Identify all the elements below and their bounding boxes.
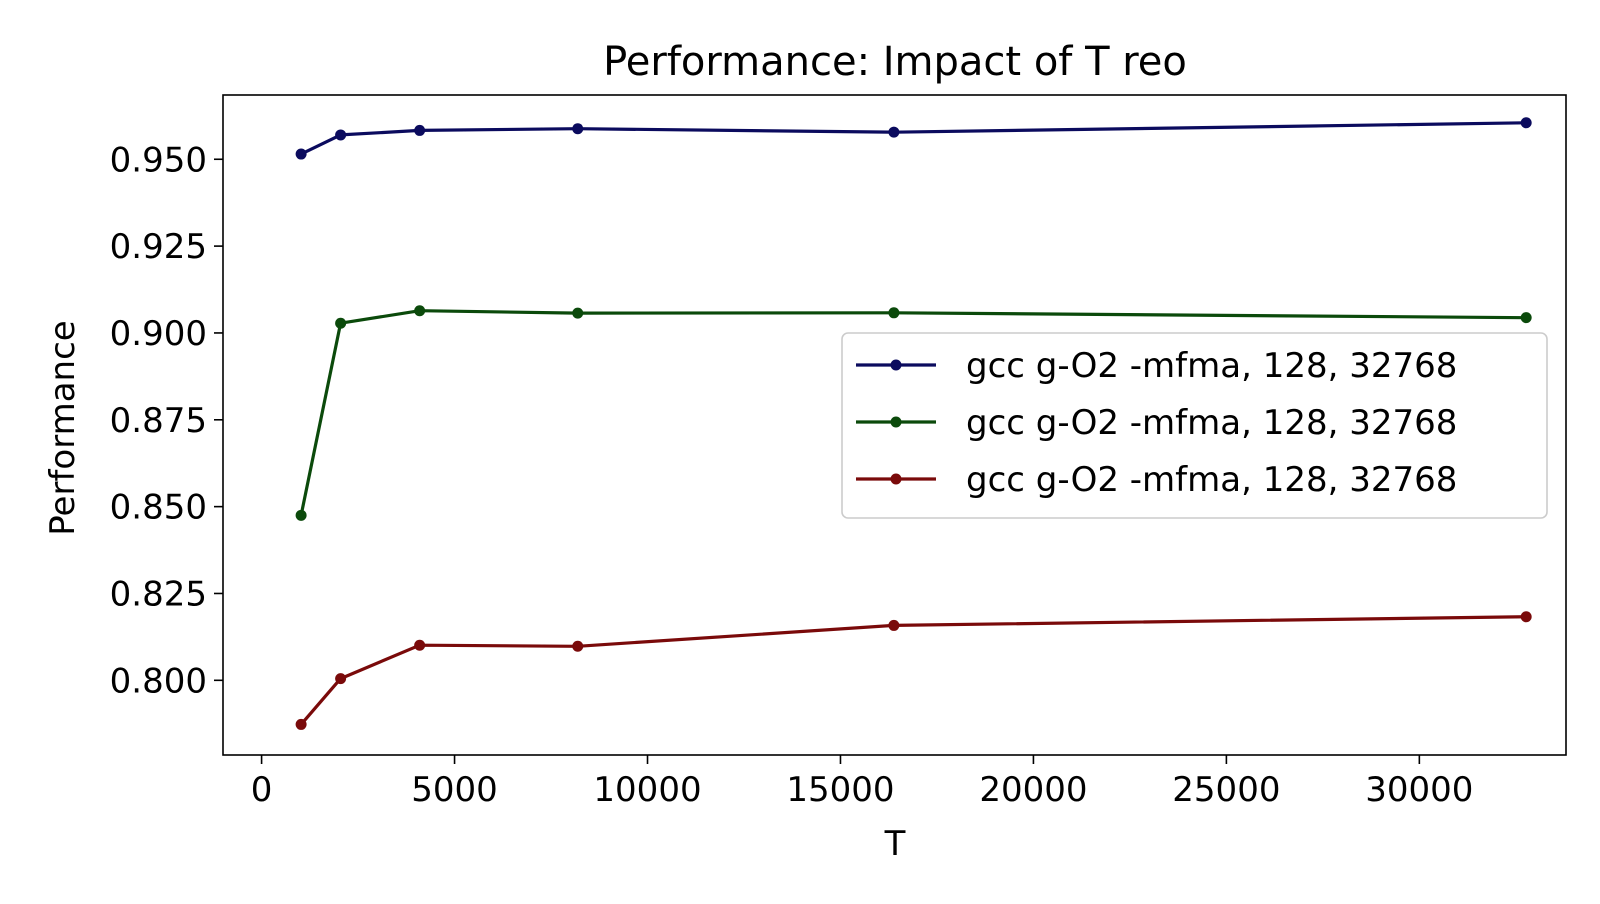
legend-entry-label: gcc g-O2 -mfma, 128, 32768 bbox=[966, 346, 1457, 386]
series-3-point bbox=[572, 640, 584, 652]
y-tick-label: 0.850 bbox=[110, 488, 207, 528]
legend-entry-label: gcc g-O2 -mfma, 128, 32768 bbox=[966, 460, 1457, 500]
series-2-point bbox=[1520, 312, 1532, 324]
series-3-point bbox=[414, 639, 426, 651]
x-axis-ticks: 0 5000 10000 15000 20000 25000 30000 bbox=[251, 755, 1473, 810]
plot-area-frame bbox=[222, 94, 1567, 756]
series-1-point bbox=[335, 129, 347, 141]
y-axis-label: Performance bbox=[43, 320, 83, 535]
x-axis-label: T bbox=[884, 824, 906, 864]
series-layer bbox=[295, 117, 1532, 730]
legend-swatch-marker bbox=[890, 359, 902, 371]
chart-title: Performance: Impact of T reo bbox=[603, 39, 1187, 85]
y-tick-label: 0.800 bbox=[110, 661, 207, 701]
x-tick-label: 0 bbox=[251, 770, 273, 810]
legend: gcc g-O2 -mfma, 128, 32768 gcc g-O2 -mfma… bbox=[841, 332, 1548, 519]
series-2-point bbox=[295, 509, 307, 521]
y-tick-label: 0.900 bbox=[110, 314, 207, 354]
legend-box bbox=[841, 332, 1548, 519]
legend-swatch-marker bbox=[890, 473, 902, 485]
y-tick-label: 0.875 bbox=[110, 401, 207, 441]
x-tick-label: 30000 bbox=[1365, 770, 1473, 810]
x-tick-label: 20000 bbox=[979, 770, 1087, 810]
series-1-point bbox=[1520, 117, 1532, 129]
y-axis-ticks: 0.800 0.825 0.850 0.875 0.900 0.925 0.950 bbox=[110, 140, 223, 701]
series-3-point bbox=[888, 619, 900, 631]
series-1-point bbox=[414, 124, 426, 136]
series-2-point bbox=[572, 307, 584, 319]
series-2-line bbox=[299, 309, 1527, 516]
x-tick-label: 15000 bbox=[786, 770, 894, 810]
series-3-point bbox=[295, 718, 307, 730]
series-1-line bbox=[300, 121, 1527, 156]
x-tick-label: 5000 bbox=[411, 770, 498, 810]
series-3-line bbox=[299, 615, 1527, 726]
x-tick-label: 25000 bbox=[1172, 770, 1280, 810]
series-3-point bbox=[1520, 611, 1532, 623]
series-1-point bbox=[295, 148, 307, 160]
series-1-point bbox=[888, 126, 900, 138]
y-tick-label: 0.825 bbox=[110, 574, 207, 614]
series-2-point bbox=[888, 307, 900, 319]
series-2-point bbox=[414, 305, 426, 317]
series-2-point bbox=[335, 317, 347, 329]
x-tick-label: 10000 bbox=[593, 770, 701, 810]
y-tick-label: 0.925 bbox=[110, 227, 207, 267]
series-1-point bbox=[572, 123, 584, 135]
y-tick-label: 0.950 bbox=[110, 140, 207, 180]
legend-swatch-marker bbox=[890, 416, 902, 428]
series-3-point bbox=[335, 673, 347, 685]
legend-entry-label: gcc g-O2 -mfma, 128, 32768 bbox=[966, 403, 1457, 443]
